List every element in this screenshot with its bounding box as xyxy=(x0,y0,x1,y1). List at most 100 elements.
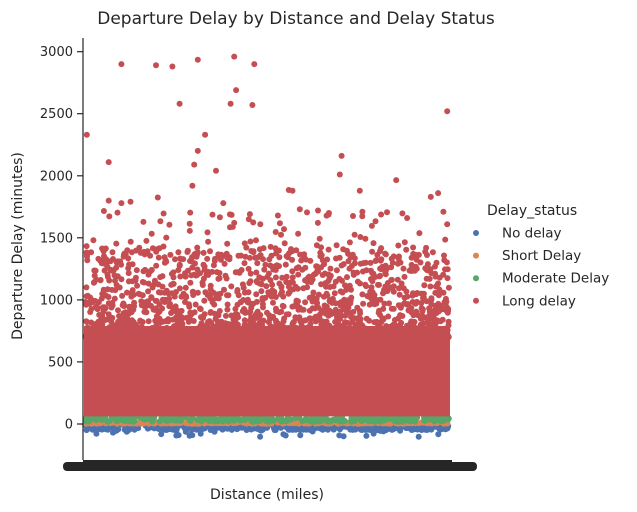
point-long-delay xyxy=(113,259,120,266)
point-long-delay xyxy=(318,281,325,288)
point-long-delay xyxy=(246,211,253,218)
point-long-delay xyxy=(376,281,382,288)
point-long-delay xyxy=(194,147,201,154)
point-long-delay xyxy=(317,249,324,256)
point-long-delay xyxy=(231,53,238,60)
point-no-delay xyxy=(193,425,200,432)
point-moderate-delay xyxy=(444,416,451,423)
point-long-delay xyxy=(333,242,340,249)
point-long-delay xyxy=(356,187,363,194)
point-long-delay xyxy=(153,298,160,304)
point-long-delay xyxy=(289,274,296,281)
point-long-delay xyxy=(82,333,89,340)
point-long-delay xyxy=(341,327,348,334)
point-long-delay xyxy=(266,312,273,319)
point-no-delay xyxy=(126,425,133,432)
point-moderate-delay xyxy=(156,418,163,425)
point-long-delay xyxy=(89,299,96,306)
point-long-delay xyxy=(285,283,292,290)
point-long-delay xyxy=(252,311,259,318)
series-long-delay xyxy=(82,53,452,417)
point-long-delay xyxy=(160,210,167,217)
point-long-delay xyxy=(183,314,190,321)
point-long-delay xyxy=(385,313,392,320)
point-long-delay xyxy=(182,273,189,280)
point-long-delay xyxy=(244,296,251,303)
point-long-delay xyxy=(222,312,229,319)
point-long-delay xyxy=(300,285,307,292)
point-long-delay xyxy=(382,250,389,257)
point-moderate-delay xyxy=(301,416,308,423)
point-no-delay xyxy=(442,426,449,433)
point-moderate-delay xyxy=(83,415,90,422)
point-long-delay xyxy=(186,220,193,227)
point-long-delay xyxy=(157,319,164,326)
point-long-delay xyxy=(83,327,90,334)
point-long-delay xyxy=(282,261,289,268)
point-long-delay xyxy=(437,331,444,338)
point-long-delay xyxy=(87,309,94,315)
point-long-delay xyxy=(281,331,287,338)
point-long-delay xyxy=(268,252,275,259)
point-long-delay xyxy=(401,239,408,246)
point-long-delay xyxy=(105,294,112,300)
point-long-delay xyxy=(224,240,231,247)
point-long-delay xyxy=(246,280,253,287)
point-long-delay xyxy=(258,288,265,295)
point-long-delay xyxy=(281,325,288,332)
point-long-delay xyxy=(161,259,168,266)
point-long-delay xyxy=(311,333,317,340)
point-long-delay xyxy=(307,257,314,264)
point-long-delay xyxy=(223,275,230,282)
point-long-delay xyxy=(111,272,118,279)
legend-label: Moderate Delay xyxy=(502,271,609,287)
point-no-delay xyxy=(243,427,250,433)
point-long-delay xyxy=(410,290,416,297)
point-long-delay xyxy=(317,318,324,325)
point-long-delay xyxy=(102,317,109,323)
point-long-delay xyxy=(192,301,199,308)
point-long-delay xyxy=(366,293,373,300)
legend-marker xyxy=(473,252,479,259)
point-long-delay xyxy=(370,240,377,247)
point-long-delay xyxy=(400,265,407,272)
point-long-delay xyxy=(397,259,404,266)
legend: Delay_status No delay Short Delay Moderate… xyxy=(473,203,609,309)
point-long-delay xyxy=(377,257,384,264)
point-long-delay xyxy=(83,131,90,138)
point-long-delay xyxy=(148,266,155,273)
point-moderate-delay xyxy=(253,415,260,422)
point-long-delay xyxy=(226,211,233,218)
point-long-delay xyxy=(293,265,300,272)
point-long-delay xyxy=(104,271,111,278)
point-long-delay xyxy=(283,279,290,285)
point-long-delay xyxy=(298,334,305,341)
point-long-delay xyxy=(253,237,259,244)
point-long-delay xyxy=(145,318,152,325)
point-long-delay xyxy=(346,239,353,246)
point-moderate-delay xyxy=(337,418,344,425)
point-long-delay xyxy=(432,289,439,296)
point-long-delay xyxy=(308,279,315,286)
point-long-delay xyxy=(256,280,263,287)
point-long-delay xyxy=(228,321,235,328)
point-long-delay xyxy=(225,292,232,299)
point-long-delay xyxy=(441,252,447,259)
point-long-delay xyxy=(350,213,356,219)
point-no-delay xyxy=(182,428,189,435)
point-long-delay xyxy=(440,208,447,215)
point-long-delay xyxy=(151,277,158,284)
y-tick-label: 1500 xyxy=(40,231,73,246)
point-long-delay xyxy=(396,291,403,298)
point-long-delay xyxy=(384,334,391,341)
point-long-delay xyxy=(127,322,134,329)
point-long-delay xyxy=(335,320,342,327)
point-long-delay xyxy=(165,316,172,323)
point-long-delay xyxy=(153,62,159,69)
point-long-delay xyxy=(159,305,166,312)
point-long-delay xyxy=(84,253,90,260)
point-long-delay xyxy=(419,308,426,315)
point-long-delay xyxy=(267,262,274,269)
point-long-delay xyxy=(381,300,388,307)
point-long-delay xyxy=(396,285,402,292)
